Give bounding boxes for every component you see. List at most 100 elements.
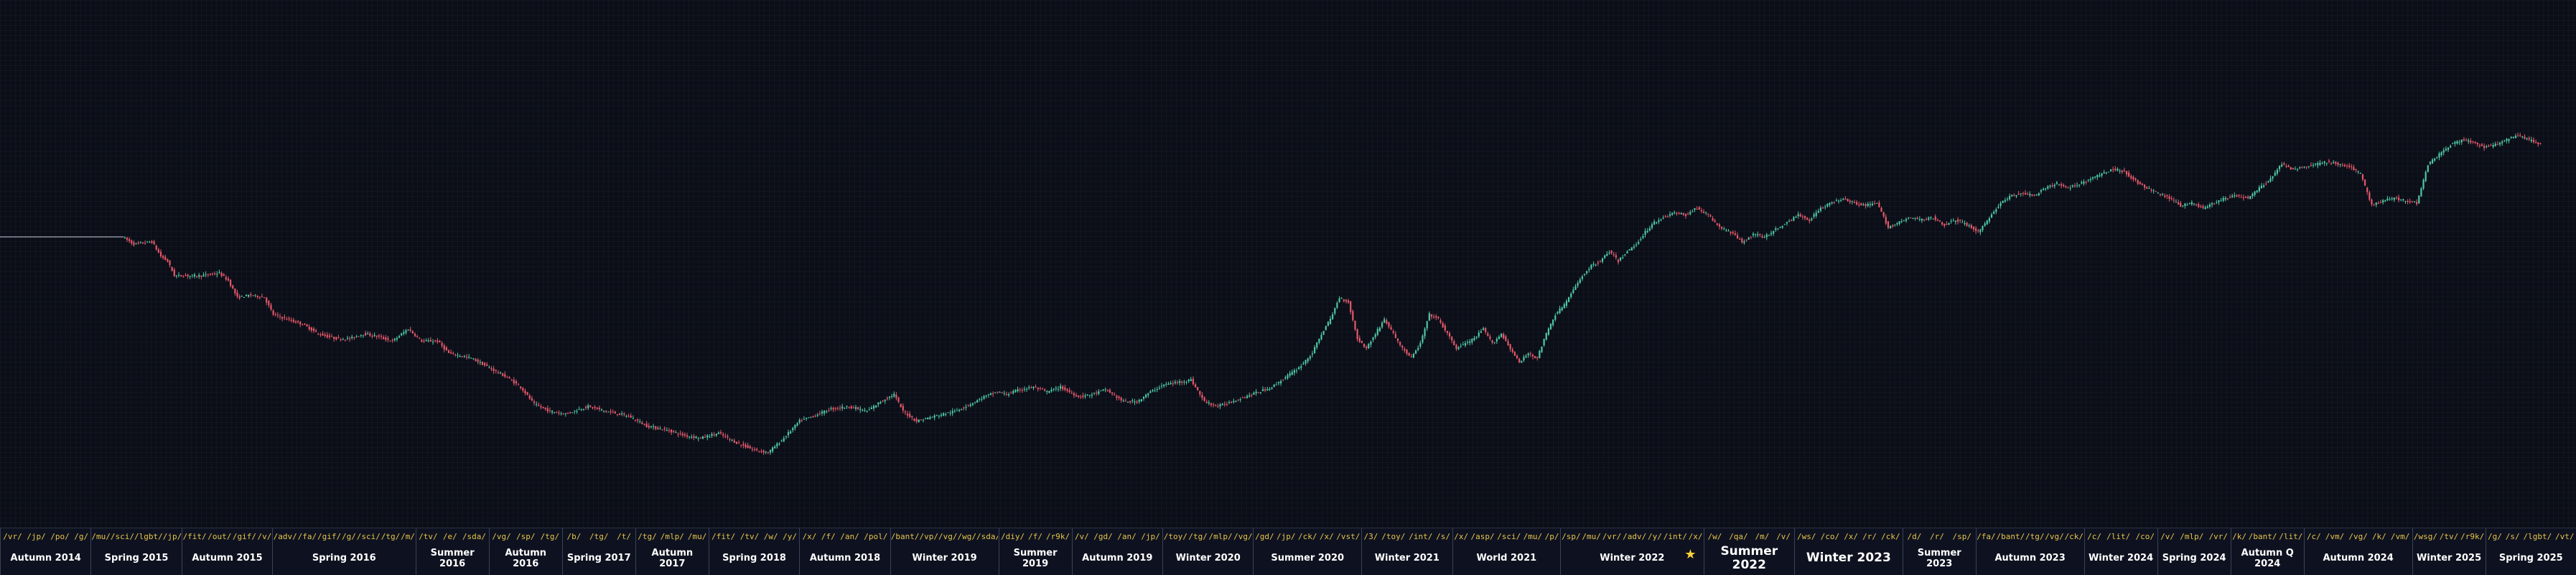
candle-body	[2425, 172, 2427, 181]
candle-body	[2193, 203, 2195, 205]
candle-body	[1233, 401, 1235, 403]
candle-body	[385, 337, 387, 340]
candle-body	[2317, 163, 2319, 166]
candle-body	[389, 340, 391, 342]
candle-body	[1062, 386, 1064, 390]
candle-body	[733, 440, 735, 443]
candle-body	[868, 409, 870, 411]
board-tag: /tg/	[638, 531, 657, 541]
candle-body	[686, 435, 689, 437]
candle-body	[598, 408, 600, 409]
period-label: Autumn 2016	[505, 547, 547, 569]
candle-body	[2134, 178, 2137, 180]
candle-body	[630, 415, 632, 418]
board-tag: /gif/	[232, 531, 256, 541]
candle-body	[888, 396, 891, 398]
candle-body	[1179, 381, 1181, 383]
candle-body	[808, 417, 810, 419]
candle-body	[1835, 200, 1837, 202]
candle-body	[753, 449, 756, 451]
candle-body	[227, 279, 230, 281]
candle-body	[2069, 187, 2071, 189]
candle-body	[1414, 350, 1417, 354]
candle-body	[2468, 140, 2470, 142]
candle-body	[2155, 191, 2157, 192]
candle-body	[2445, 149, 2447, 151]
board-tag: /bant/	[890, 531, 920, 541]
candle-body	[2438, 153, 2440, 158]
candle-body	[1851, 201, 1853, 202]
candle-body	[1491, 340, 1493, 343]
candle-body	[362, 335, 365, 336]
candle-body	[1676, 212, 1678, 214]
candle-body	[1640, 239, 1642, 240]
candle-body	[1503, 334, 1505, 339]
candle-body	[1791, 220, 1793, 222]
candle-body	[1997, 206, 1999, 208]
candle-body	[1354, 320, 1356, 330]
candle-body	[2096, 174, 2099, 178]
candle-body	[182, 276, 185, 278]
candle-body	[2422, 179, 2425, 189]
period-boards: /ws/ /co/ /x//r/ /ck/	[1795, 531, 1903, 541]
candle-body	[704, 436, 706, 438]
candle-body	[909, 413, 911, 417]
candle-body	[2180, 202, 2182, 207]
candle-body	[920, 419, 922, 421]
candle-body	[614, 411, 616, 414]
board-tag: /toy/	[1163, 531, 1187, 541]
candle-body	[1803, 216, 1806, 218]
board-tag: /bant/	[2248, 531, 2277, 541]
candle-body	[1376, 329, 1378, 335]
candle-body	[1990, 214, 1993, 218]
candle-body	[281, 317, 284, 319]
board-tag: /r9k/	[2460, 531, 2485, 541]
candle-body	[419, 337, 421, 339]
candle-body	[902, 406, 904, 411]
timeline-period: /b/ /tg/ /t/Spring 2017	[561, 528, 635, 575]
candle-body	[1417, 347, 1419, 350]
candle-body	[2285, 166, 2287, 167]
candle-body	[1669, 214, 1671, 216]
candle-body	[1511, 349, 1513, 352]
period-label: Winter 2021	[1374, 553, 1439, 564]
candle-body	[1552, 319, 1554, 325]
candle-body	[1887, 221, 1890, 228]
candle-body	[1651, 224, 1653, 228]
board-tag: /sda/	[976, 531, 999, 541]
candle-body	[695, 436, 697, 439]
candle-body	[1687, 214, 1689, 215]
candle-body	[238, 296, 241, 299]
candle-body	[749, 446, 751, 449]
candle-body	[1448, 333, 1451, 337]
candle-body	[274, 314, 276, 315]
candle-body	[2038, 193, 2040, 196]
board-tag: /m/	[401, 531, 415, 541]
candle-body	[592, 407, 594, 408]
candle-body	[205, 274, 207, 275]
period-boards: /g//s//lgbt//vt/	[2486, 531, 2576, 541]
candle-body	[284, 317, 286, 318]
period-boards: /sp//mu//vr//adv//y//int//x/	[1561, 531, 1703, 541]
candle-body	[1583, 274, 1586, 275]
candle-body	[2053, 184, 2055, 187]
candle-body	[1318, 338, 1320, 343]
candle-body	[1381, 322, 1383, 327]
candle-body	[225, 276, 227, 280]
candle-body	[854, 407, 857, 409]
candle-body	[1865, 204, 1867, 206]
candle-body	[407, 329, 409, 331]
candle-body	[2166, 195, 2168, 197]
candle-body	[1934, 216, 1936, 220]
candle-body	[1617, 259, 1620, 263]
board-tag: /v/	[257, 531, 272, 541]
candle-body	[1104, 389, 1106, 391]
candle-body	[333, 337, 335, 340]
board-tag: /x/	[1844, 531, 1859, 541]
candle-body	[1066, 388, 1068, 391]
candle-body	[1972, 226, 1975, 230]
candle-body	[879, 402, 882, 403]
candle-body	[1948, 223, 1950, 225]
candle-body	[2312, 164, 2315, 166]
candle-body	[1574, 286, 1577, 290]
